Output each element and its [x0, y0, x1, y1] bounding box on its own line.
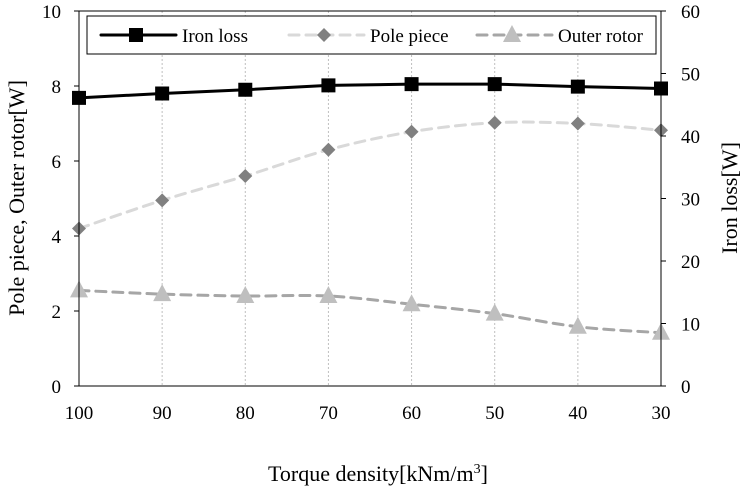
x-tick-label: 100 — [65, 403, 94, 424]
y-left-tick-label: 8 — [52, 77, 62, 98]
y-right-tick-label: 10 — [681, 315, 700, 336]
series-line-iron-loss — [77, 82, 663, 100]
data-point-pole-piece — [321, 142, 336, 157]
data-point-pole-piece — [238, 169, 253, 183]
y-axis-right-title: Iron loss[W] — [717, 142, 742, 254]
y-left-tick-label: 4 — [52, 227, 62, 248]
data-point-pole-piece — [570, 116, 585, 131]
legend: Iron loss Pole piece Outer rotor — [86, 15, 657, 55]
legend-item-pole-piece: Pole piece — [287, 26, 449, 47]
data-point-outer-rotor — [568, 316, 587, 334]
legend-item-outer-rotor: Outer rotor — [475, 25, 644, 47]
data-point-pole-piece — [155, 193, 170, 208]
legend-marker-pole-piece — [317, 28, 331, 42]
legend-label-pole-piece: Pole piece — [370, 26, 449, 47]
y-left-tick-label: 0 — [52, 377, 62, 398]
series-layer — [70, 77, 670, 340]
data-point-outer-rotor — [153, 284, 172, 302]
data-point-outer-rotor — [236, 286, 255, 303]
legend-box — [86, 15, 657, 55]
legend-item-iron-loss: Iron loss — [99, 26, 248, 47]
x-tick-label: 60 — [402, 403, 421, 424]
x-tick-label: 50 — [485, 403, 504, 424]
y-right-tick-label: 0 — [681, 377, 691, 398]
x-axis-title: Torque density[kNm/m3] — [268, 461, 488, 486]
series-line-pole-piece — [77, 120, 663, 230]
data-point-iron-loss — [570, 79, 585, 94]
data-point-iron-loss — [404, 77, 419, 92]
y-right-tick-label: 40 — [681, 127, 700, 148]
axes — [74, 10, 666, 387]
y-right-tick-label: 20 — [681, 252, 700, 273]
x-tick-label: 90 — [153, 403, 172, 424]
series-line-outer-rotor — [77, 288, 663, 335]
legend-label-outer-rotor: Outer rotor — [558, 26, 644, 47]
x-tick-label: 40 — [568, 403, 587, 424]
data-point-pole-piece — [487, 115, 502, 130]
data-point-iron-loss — [487, 77, 502, 92]
data-point-outer-rotor — [485, 303, 504, 321]
x-tick-label: 70 — [319, 403, 338, 424]
y-right-tick-label: 60 — [681, 2, 700, 23]
y-axis-left-title: Pole piece, Outer rotor[W] — [4, 80, 29, 316]
data-point-iron-loss — [238, 82, 253, 97]
y-left-tick-label: 6 — [52, 152, 62, 173]
data-point-outer-rotor — [319, 286, 338, 303]
legend-label-iron-loss: Iron loss — [182, 26, 248, 47]
x-tick-label: 30 — [652, 403, 671, 424]
data-point-pole-piece — [404, 124, 419, 139]
legend-marker-outer-rotor — [503, 25, 521, 42]
series-outer-rotor — [70, 280, 670, 340]
plot-area — [79, 11, 661, 386]
y-left-tick-label: 10 — [42, 2, 61, 23]
y-right-tick-label: 30 — [681, 190, 700, 211]
y-left-tick-label: 2 — [52, 302, 62, 323]
legend-marker-iron-loss — [129, 28, 143, 42]
data-point-iron-loss — [321, 78, 336, 93]
y-right-tick-label: 50 — [681, 65, 700, 86]
data-point-iron-loss — [155, 86, 170, 101]
data-point-outer-rotor — [402, 294, 421, 312]
x-tick-label: 80 — [236, 403, 255, 424]
